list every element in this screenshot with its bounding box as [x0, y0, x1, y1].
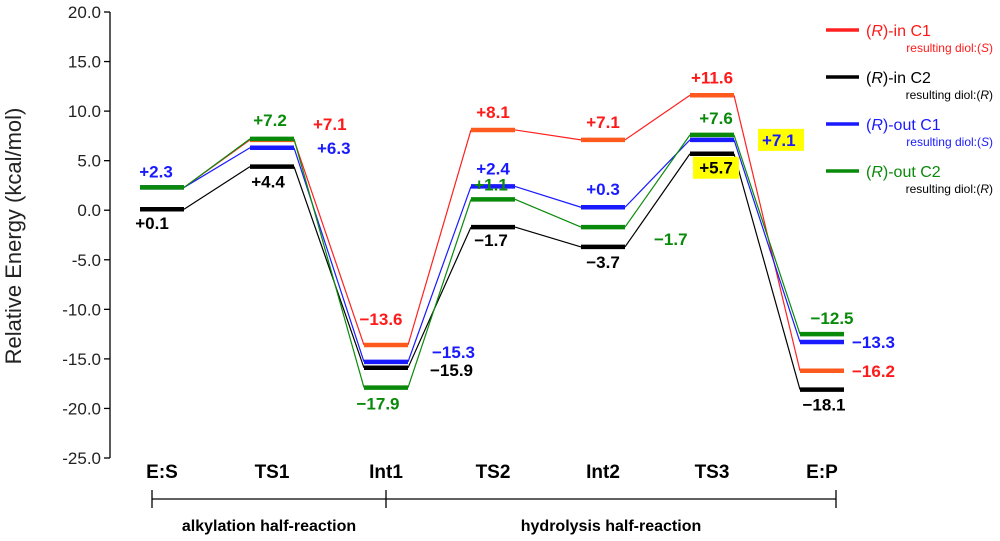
- energy-label: −18.1: [802, 396, 845, 415]
- energy-levels: [140, 93, 844, 392]
- y-tick-label: 5.0: [77, 152, 101, 171]
- connector-line: [183, 138, 251, 188]
- legend-entry-name: (R)-out C2: [866, 164, 941, 181]
- energy-label: −16.2: [852, 362, 895, 381]
- energy-label: +2.3: [139, 162, 173, 181]
- y-tick-label: 0.0: [77, 201, 101, 220]
- connector-line: [514, 185, 582, 208]
- energy-label: −17.9: [356, 395, 399, 414]
- connector-line: [624, 134, 691, 228]
- energy-label: −13.6: [359, 310, 402, 329]
- energy-label: +7.6: [699, 109, 733, 128]
- reaction-phases: alkylation half-reaction hydrolysis half-…: [151, 490, 837, 535]
- legend-entry-subtitle: resulting diol:(S): [906, 135, 993, 149]
- energy-label: −15.3: [432, 343, 475, 362]
- connector-line: [407, 199, 472, 388]
- connector-line: [293, 139, 365, 346]
- energy-label: −12.5: [810, 309, 853, 328]
- energy-label: −15.9: [430, 361, 473, 380]
- legend-entry-name: (R)-in C2: [866, 70, 931, 87]
- category-label: TS2: [476, 462, 511, 483]
- phase-label: hydrolysis half-reaction: [521, 518, 702, 535]
- y-axis-label: Relative Energy (kcal/mol): [1, 108, 26, 365]
- phase-label: alkylation half-reaction: [182, 518, 356, 535]
- legend-entry-subtitle: resulting diol:(S): [906, 41, 993, 55]
- y-tick-label: -5.0: [72, 251, 101, 270]
- label-highlight: [693, 156, 739, 179]
- category-label: E:P: [806, 462, 838, 483]
- y-tick-label: -25.0: [62, 449, 101, 468]
- connector-line: [407, 186, 472, 363]
- category-label: TS1: [255, 462, 290, 483]
- connector-line: [407, 129, 472, 346]
- y-axis: 20.0 15.0 10.0 5.0 0.0 -5.0 -10.0 -15.0 -20.0 -25…: [62, 3, 111, 468]
- energy-label: −13.3: [852, 333, 895, 352]
- connector-line: [183, 147, 251, 188]
- y-tick-label: 15.0: [68, 53, 101, 72]
- y-tick-label: -15.0: [62, 350, 101, 369]
- energy-label: −1.7: [474, 231, 508, 250]
- category-label: E:S: [146, 462, 178, 483]
- connector-line: [293, 166, 365, 369]
- energy-label: −3.7: [586, 253, 620, 272]
- connector-line: [293, 138, 365, 388]
- connector-line: [514, 129, 582, 141]
- legend-entry-name: (R)-in C1: [866, 23, 931, 40]
- category-label: Int1: [369, 462, 403, 483]
- category-label: TS3: [695, 462, 730, 483]
- energy-label: +0.3: [586, 180, 620, 199]
- energy-label: −1.7: [654, 230, 688, 249]
- y-tick-label: 20.0: [68, 3, 101, 22]
- energy-labels: +7.1 −13.6 +8.1 +7.1 +11.6 −16.2 +0.1 +4.4 −15.9…: [135, 68, 895, 414]
- connector-line: [733, 153, 801, 390]
- energy-label: +0.1: [135, 214, 169, 233]
- energy-label: +1.1: [474, 175, 508, 194]
- legend-entry-subtitle: resulting diol:(R): [906, 88, 993, 102]
- connector-line: [183, 166, 251, 210]
- x-axis-categories: E:S TS1 Int1 TS2 Int2 TS3 E:P: [146, 462, 838, 483]
- energy-label: +7.1: [762, 131, 796, 150]
- y-tick-label: -20.0: [62, 399, 101, 418]
- energy-label: +4.4: [251, 173, 285, 192]
- label-highlights: [693, 128, 804, 179]
- connector-line: [624, 139, 691, 208]
- connector-line: [407, 226, 472, 369]
- energy-label: +7.1: [313, 115, 347, 134]
- category-label: Int2: [586, 462, 620, 483]
- connector-line: [293, 147, 365, 363]
- energy-label: +5.7: [699, 159, 733, 178]
- energy-label: +2.4: [476, 159, 510, 178]
- connector-line: [514, 226, 582, 248]
- connector-line: [733, 139, 801, 343]
- connector-lines: [183, 94, 801, 390]
- energy-label: +7.2: [253, 111, 287, 130]
- energy-label: +11.6: [691, 68, 733, 87]
- energy-label: +7.1: [586, 113, 620, 132]
- connector-line: [514, 198, 582, 228]
- label-highlight: [758, 128, 804, 151]
- connector-line: [624, 94, 691, 141]
- connector-line: [624, 153, 691, 248]
- y-tick-label: -10.0: [62, 300, 101, 319]
- legend-entry-name: (R)-out C1: [866, 117, 941, 134]
- legend-entry-subtitle: resulting diol:(R): [906, 182, 993, 196]
- energy-label: +8.1: [476, 103, 510, 122]
- energy-label: +6.3: [317, 139, 351, 158]
- y-tick-label: 10.0: [68, 102, 101, 121]
- connector-line: [733, 134, 801, 335]
